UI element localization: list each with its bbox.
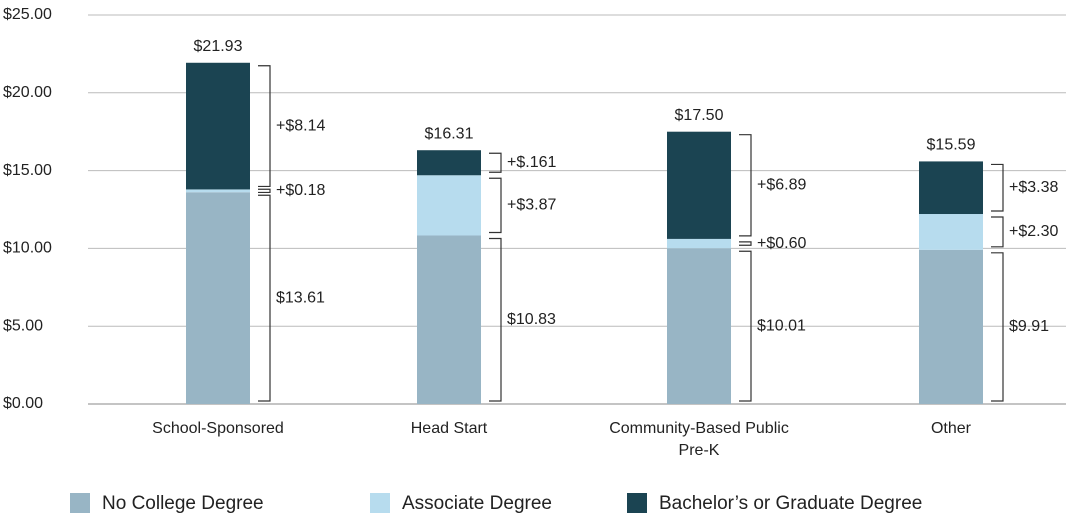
x-tick-label: Community-Based Public Pre-K xyxy=(609,420,789,459)
legend-label: No College Degree xyxy=(102,493,264,514)
segment-label: +$8.14 xyxy=(276,117,325,134)
bracket xyxy=(489,177,502,234)
bracket xyxy=(991,163,1004,212)
legend-swatch xyxy=(70,493,90,513)
bracket xyxy=(739,250,752,402)
segment-label: $13.61 xyxy=(276,289,325,306)
segment-label: +$.161 xyxy=(507,154,556,171)
legend-label: Associate Degree xyxy=(402,493,552,514)
bar-segment xyxy=(919,249,983,404)
bracket xyxy=(258,65,271,188)
bar-segment xyxy=(186,189,250,193)
bracket xyxy=(739,241,752,246)
x-tick-label: School-Sponsored xyxy=(152,420,284,437)
bracket xyxy=(489,152,502,173)
y-tick-label: $10.00 xyxy=(3,240,52,257)
y-tick-label: $15.00 xyxy=(3,162,52,179)
bracket xyxy=(991,252,1004,402)
segment-label: +$0.60 xyxy=(757,235,806,252)
bar-segment xyxy=(919,161,983,215)
bracket xyxy=(489,237,502,402)
segment-label: +$0.18 xyxy=(276,182,325,199)
segment-label: +$3.87 xyxy=(507,197,556,214)
bar-segment xyxy=(667,248,731,404)
bar-segment xyxy=(667,238,731,249)
bar-segment xyxy=(667,131,731,239)
bracket xyxy=(739,134,752,237)
y-tick-label: $20.00 xyxy=(3,84,52,101)
bar-segment xyxy=(186,192,250,404)
total-label: $21.93 xyxy=(194,38,243,55)
segment-label: +$2.30 xyxy=(1009,223,1058,240)
segment-label: $10.83 xyxy=(507,311,556,328)
segment-label: +$6.89 xyxy=(757,177,806,194)
legend-swatch xyxy=(627,493,647,513)
y-tick-label: $25.00 xyxy=(3,6,52,23)
y-tick-label: $0.00 xyxy=(3,395,43,412)
bar-segment xyxy=(919,214,983,250)
x-tick-label: Head Start xyxy=(410,420,488,437)
total-label: $15.59 xyxy=(927,137,976,154)
total-label: $17.50 xyxy=(675,107,724,124)
segment-label: $9.91 xyxy=(1009,318,1049,335)
segment-label: $10.01 xyxy=(757,317,806,334)
legend-swatch xyxy=(370,493,390,513)
bracket xyxy=(258,194,271,402)
x-tick-label: Other xyxy=(930,420,971,437)
bar-segment xyxy=(417,235,481,404)
bar-segment xyxy=(186,62,250,190)
bracket xyxy=(258,188,271,194)
legend-label: Bachelor’s or Graduate Degree xyxy=(659,493,922,514)
total-label: $16.31 xyxy=(425,125,474,142)
bar-segment xyxy=(417,150,481,176)
y-tick-label: $5.00 xyxy=(3,317,43,334)
bracket xyxy=(991,216,1004,248)
bar-segment xyxy=(417,175,481,236)
segment-label: +$3.38 xyxy=(1009,179,1058,196)
